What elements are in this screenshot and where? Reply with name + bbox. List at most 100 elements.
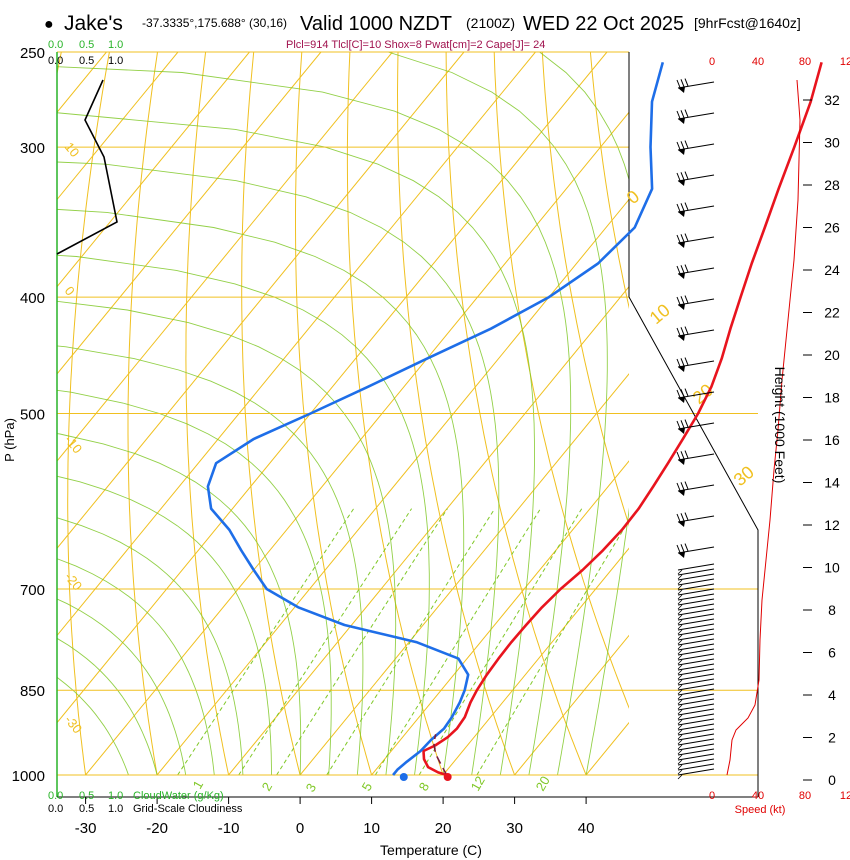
cloud-axis-bottom: 0.0 0.5 1.0 CloudWater (g/Kg) 0.0 0.5 1.… bbox=[48, 790, 243, 815]
pressure-axis: 250 300 400 500 700 850 1000 bbox=[12, 45, 45, 785]
cloud-cover-tick-0: 0.0 bbox=[48, 55, 63, 67]
moist-adiabat-line bbox=[57, 66, 572, 775]
wind-barb bbox=[677, 718, 715, 730]
wind-barb bbox=[676, 357, 715, 372]
site-coordinates: -37.3335°,175.688° (30,16) bbox=[142, 16, 287, 30]
mixing-ratio-labels: 1 2 3 5 8 12 20 bbox=[190, 773, 553, 794]
cloud-cover-label: Grid-Scale Cloudiness bbox=[133, 803, 243, 815]
x-axis-title: Temperature (C) bbox=[380, 842, 482, 858]
height-axis-title: Height (1000 Feet) bbox=[772, 367, 788, 484]
wind-barb bbox=[677, 608, 715, 620]
wind-barb bbox=[677, 658, 715, 670]
moist-adiabat-line bbox=[57, 254, 430, 775]
wind-barb bbox=[676, 388, 715, 403]
wind-barb bbox=[677, 753, 715, 765]
height-tick-label: 0 bbox=[828, 772, 836, 788]
isotherm-line bbox=[57, 52, 250, 288]
wind-barb bbox=[677, 723, 715, 735]
height-tick-label: 14 bbox=[824, 475, 840, 491]
height-tick-label: 24 bbox=[824, 262, 840, 278]
surface-dewpoint-marker bbox=[399, 773, 408, 781]
temperature-tick-label: 30 bbox=[506, 820, 523, 837]
isotherm-line bbox=[57, 52, 179, 201]
dry-adiabat-line bbox=[127, 52, 159, 775]
wind-barb bbox=[677, 668, 715, 680]
temperature-tick-label: 20 bbox=[435, 820, 452, 837]
wind-barb bbox=[677, 763, 715, 775]
pressure-tick-label: 700 bbox=[20, 582, 45, 599]
moist-adiabat-line bbox=[57, 475, 272, 775]
moist-adiabat-line bbox=[387, 52, 608, 775]
wind-barb bbox=[677, 703, 715, 715]
isotherm-line bbox=[442, 547, 629, 775]
wind-barb bbox=[677, 643, 715, 655]
temperature-trace bbox=[422, 61, 823, 777]
isotherm-labels: 10 0 -10 -20 -30 bbox=[62, 139, 86, 736]
cloud-cover-tick-0-bottom: 0.0 bbox=[48, 803, 63, 815]
wind-panel-border bbox=[628, 296, 759, 797]
cloud-water-tick-1-bottom: 0.5 bbox=[79, 790, 94, 802]
dry-adiabat-line bbox=[185, 52, 230, 775]
wind-barb bbox=[677, 738, 715, 750]
moist-adiabat-line bbox=[0, 381, 320, 775]
dewpoint-trace bbox=[206, 61, 665, 776]
stability-indices: Plcl=914 Tlcl[C]=10 Shox=8 Pwat[cm]=2 Ca… bbox=[286, 39, 545, 51]
wind-barb bbox=[676, 140, 715, 155]
pressure-tick-label: 400 bbox=[20, 290, 45, 307]
height-tick-label: 18 bbox=[824, 390, 840, 406]
wind-barb bbox=[677, 713, 715, 725]
mixing-ratio-label: 20 bbox=[533, 773, 553, 793]
cloud-water-tick-0: 0.0 bbox=[48, 39, 63, 51]
cloud-axis-top: 0.0 0.5 1.0 0.0 0.5 1.0 bbox=[48, 39, 123, 67]
dry-adiabat-line bbox=[541, 52, 629, 527]
speed-tick-bottom-40: 40 bbox=[752, 790, 764, 802]
wind-barb bbox=[677, 568, 715, 580]
mixing-ratio-line bbox=[374, 508, 541, 775]
height-tick-label: 32 bbox=[824, 92, 840, 108]
height-tick-label: 4 bbox=[828, 687, 836, 703]
mixing-ratio-line bbox=[177, 508, 355, 775]
height-tick-label: 22 bbox=[824, 305, 840, 321]
cloud-water-label: CloudWater (g/Kg) bbox=[133, 790, 224, 802]
cloud-water-tick-0-bottom: 0.0 bbox=[48, 790, 63, 802]
adiabat-label: 0 bbox=[623, 186, 644, 208]
wind-barb bbox=[676, 171, 715, 186]
dry-adiabat-line bbox=[493, 52, 629, 709]
dry-adiabats bbox=[57, 52, 629, 775]
temperature-tick-label: -30 bbox=[75, 820, 97, 837]
forecast-date: WED 22 Oct 2025 bbox=[523, 13, 684, 35]
speed-tick-bottom-80: 80 bbox=[799, 790, 811, 802]
wind-barb bbox=[677, 768, 715, 780]
mixing-ratio-label: 5 bbox=[359, 780, 376, 794]
pressure-tick-label: 250 bbox=[20, 45, 45, 62]
height-tick-label: 28 bbox=[824, 177, 840, 193]
wind-barb bbox=[676, 543, 715, 558]
parcel-trace bbox=[432, 734, 448, 776]
mixing-ratio-label: 8 bbox=[416, 780, 433, 794]
pressure-tick-label: 1000 bbox=[12, 768, 45, 785]
wind-barb bbox=[677, 678, 715, 690]
y-axis-title: P (hPa) bbox=[2, 418, 17, 462]
mixing-ratio-lines bbox=[0, 52, 629, 776]
wind-barb bbox=[677, 698, 715, 710]
moist-adiabat-line bbox=[0, 257, 400, 776]
wind-barb bbox=[677, 743, 715, 755]
mixing-ratio-line bbox=[276, 508, 448, 775]
wind-barb bbox=[677, 563, 715, 575]
header-bullet: ● bbox=[44, 16, 54, 33]
isotherm-line bbox=[514, 634, 629, 775]
cloud-water-tick-1: 0.5 bbox=[79, 39, 94, 51]
dry-adiabat-line bbox=[241, 52, 301, 775]
valid-time: Valid 1000 NZDT bbox=[300, 13, 452, 35]
mixing-ratio-line bbox=[476, 519, 629, 775]
isotherm-label: 0 bbox=[62, 283, 78, 298]
cloud-water-profile bbox=[56, 79, 118, 255]
mixing-ratio-label: 12 bbox=[468, 773, 488, 793]
isotherm-label: -20 bbox=[62, 569, 86, 593]
mixing-ratio-line bbox=[238, 508, 413, 775]
speed-axis-title: Speed (kt) bbox=[735, 804, 786, 816]
isotherm-line bbox=[57, 52, 322, 375]
pressure-tick-label: 300 bbox=[20, 140, 45, 157]
temperature-tick-label: -20 bbox=[146, 820, 168, 837]
